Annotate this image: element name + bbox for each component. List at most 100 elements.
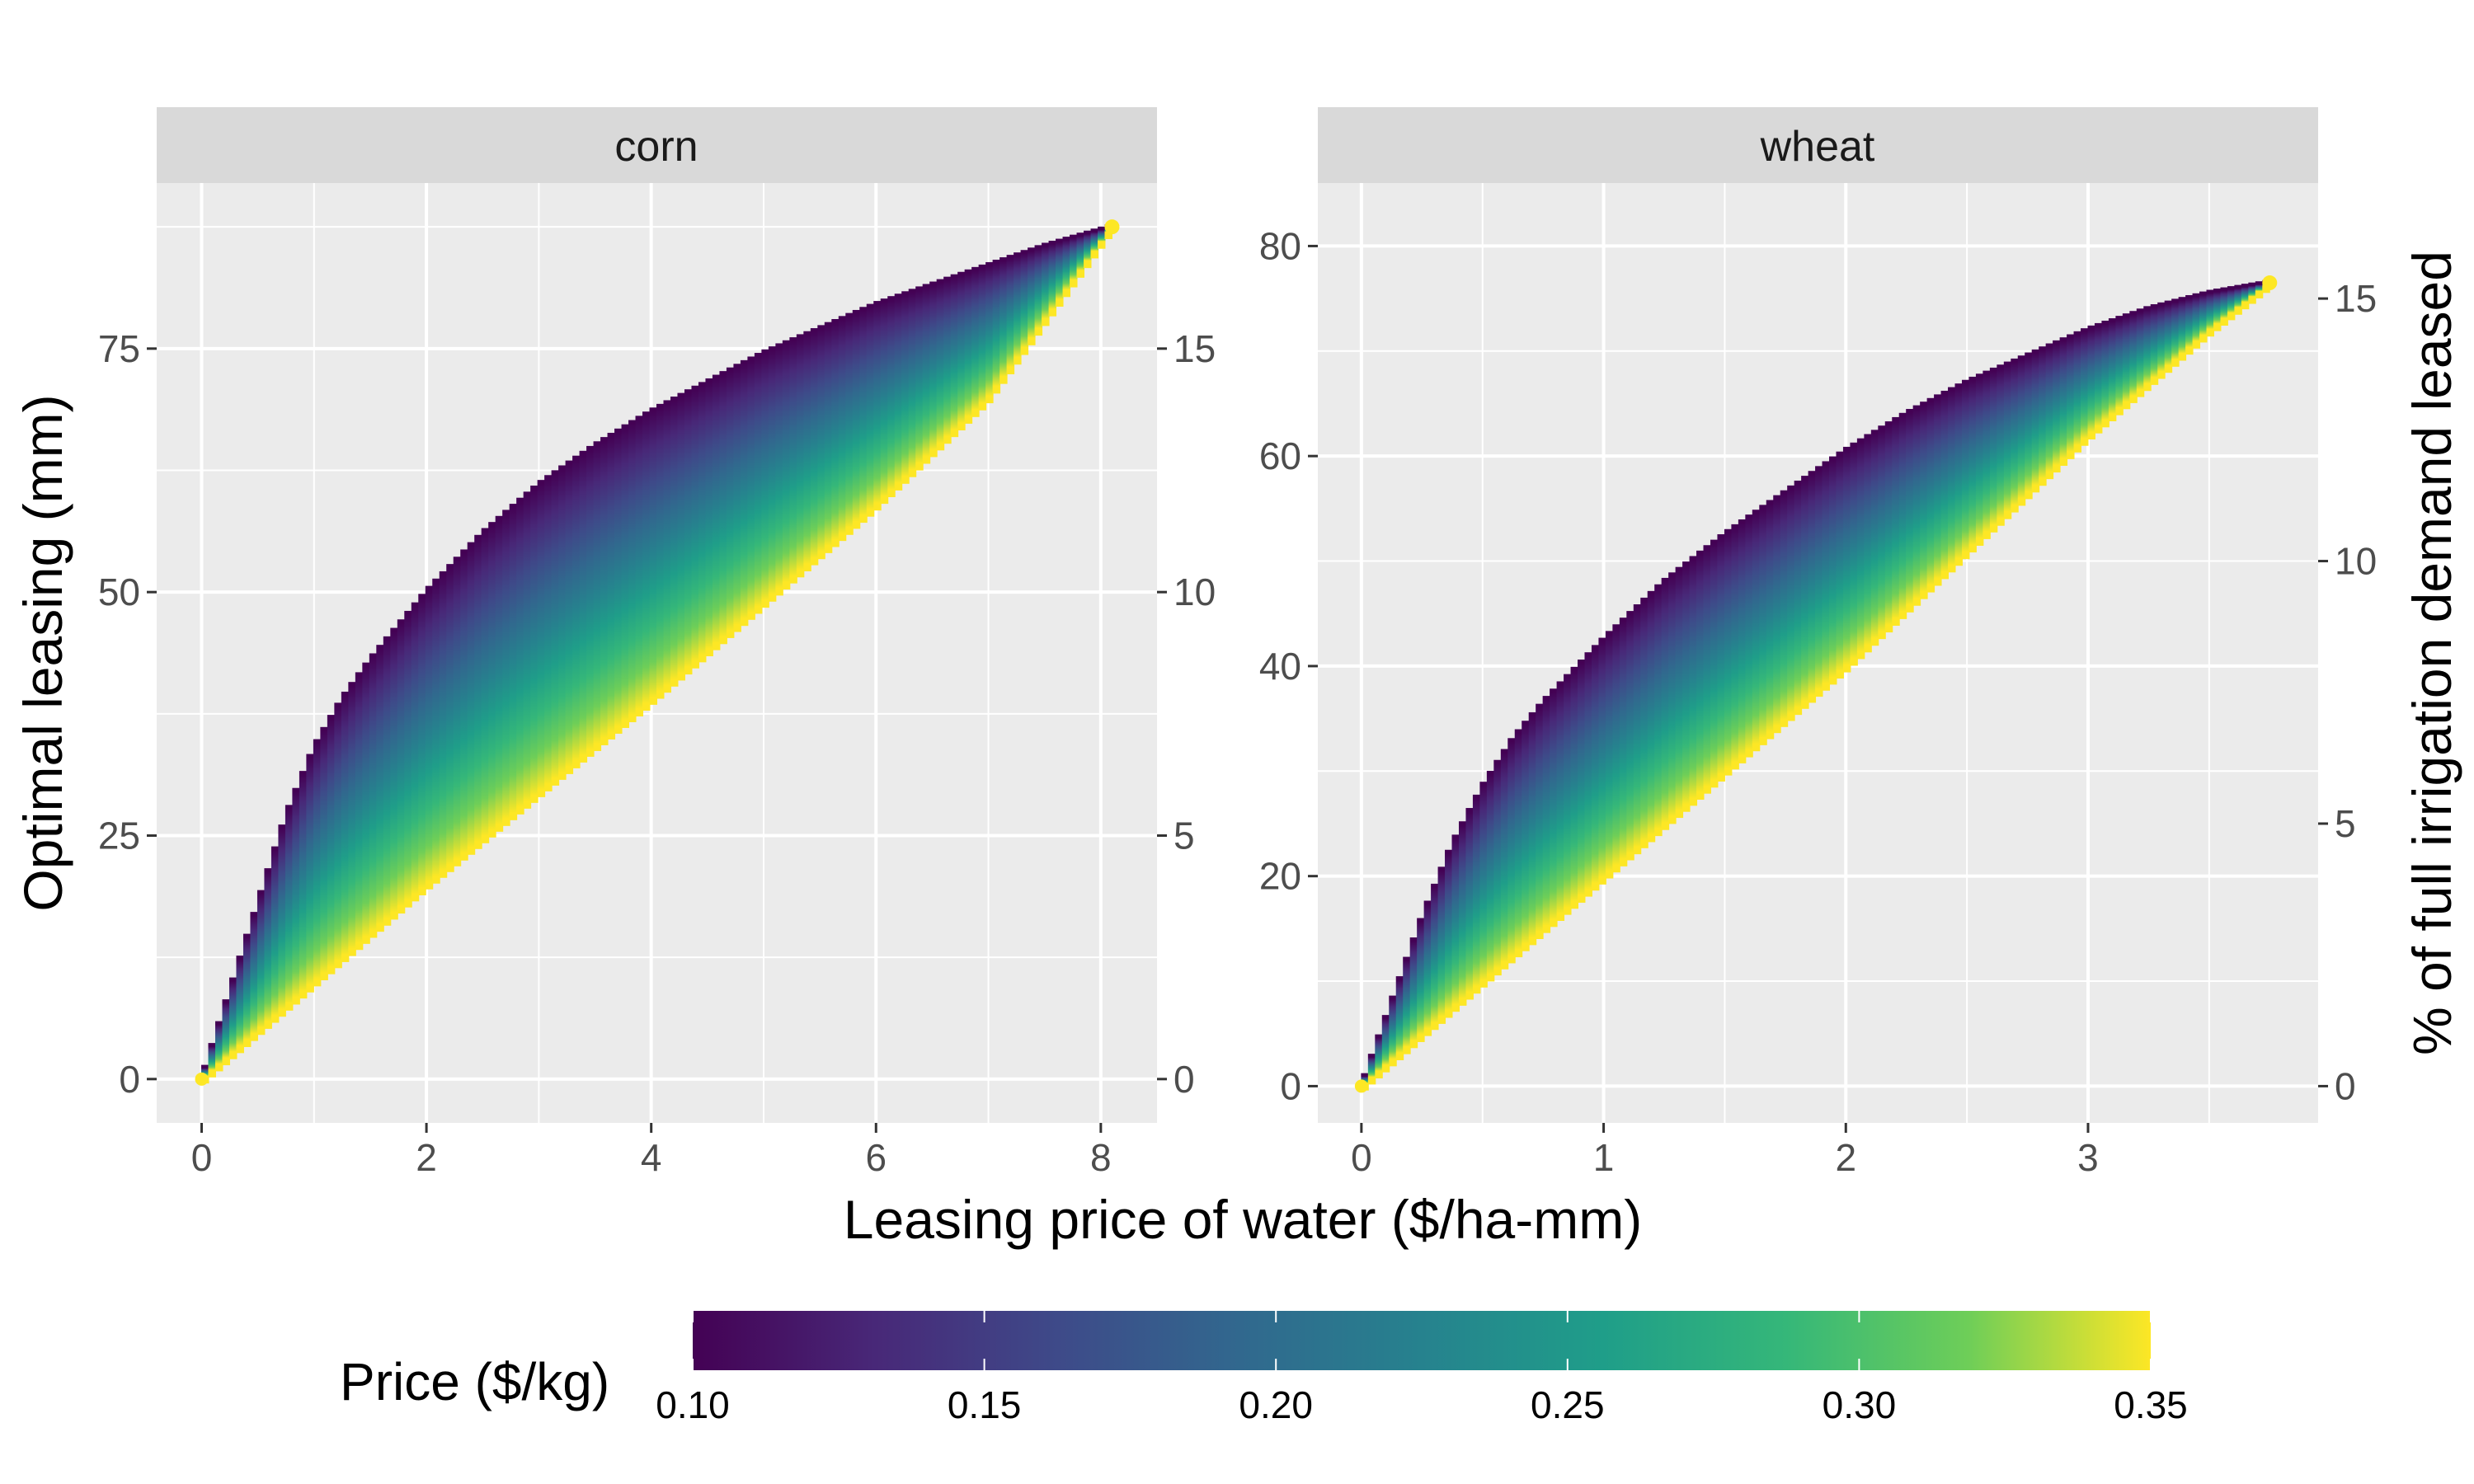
price-surface-strip: [1056, 238, 1064, 307]
price-surface-strip: [607, 432, 616, 740]
price-surface-strip: [2101, 320, 2109, 428]
y2-tick-label: 5: [1174, 815, 1195, 857]
price-surface-strip: [1076, 232, 1085, 278]
price-surface-strip: [754, 353, 763, 614]
price-surface-strip: [1954, 383, 1963, 566]
price-surface-strip: [516, 497, 524, 815]
price-surface-strip: [1626, 611, 1634, 861]
price-surface-strip: [775, 343, 783, 596]
price-surface-strip: [236, 956, 244, 1054]
price-surface-strip: [1682, 561, 1691, 812]
price-surface-strip: [1097, 226, 1106, 249]
price-surface-strip: [502, 510, 510, 826]
price-surface-strip: [565, 460, 574, 774]
y2-tick-label: 15: [2335, 277, 2377, 320]
price-surface-strip: [782, 340, 791, 590]
y-tick-label: 75: [98, 327, 140, 370]
price-surface-strip: [530, 485, 539, 803]
price-surface-strip: [544, 475, 553, 791]
price-surface-strip: [1090, 228, 1098, 259]
price-surface-strip: [2213, 289, 2222, 331]
y2-tick-label: 10: [2335, 540, 2377, 583]
price-surface-strip: [523, 491, 532, 809]
price-surface-strip: [1605, 631, 1614, 879]
price-surface-strip: [270, 846, 280, 1023]
price-surface-strip: [621, 424, 630, 728]
price-surface-strip: [2234, 284, 2242, 315]
x-axis-corn: 0 2 4 6 8: [191, 1123, 1112, 1179]
price-surface-strip: [320, 726, 328, 981]
price-surface-strip: [2053, 340, 2061, 473]
price-surface-strip: [453, 556, 462, 866]
price-surface-strip: [348, 682, 356, 956]
price-surface-strip: [1431, 883, 1439, 1031]
x-tick-label: 1: [1593, 1136, 1615, 1179]
price-surface-strip: [397, 619, 406, 914]
price-surface-strip: [1842, 446, 1851, 673]
price-surface-strip: [1884, 421, 1893, 633]
price-surface-strip: [2136, 308, 2145, 397]
price-surface-strip: [383, 636, 392, 926]
price-surface-strip: [1926, 397, 1935, 593]
price-surface-strip: [460, 549, 468, 861]
price-surface-strip: [1822, 461, 1831, 691]
x-tick-label: 0: [1351, 1136, 1372, 1179]
x-tick-label: 2: [1835, 1136, 1856, 1179]
y-axis-wheat: 0 20 40 60 80: [1259, 224, 1318, 1107]
price-surface-strip: [2122, 313, 2131, 410]
price-surface-strip: [208, 1043, 217, 1078]
price-surface-strip: [1696, 550, 1705, 801]
price-surface-strip: [1815, 466, 1823, 697]
price-surface-strip: [1759, 505, 1767, 745]
price-surface-strip: [2067, 334, 2075, 459]
price-surface-strip: [1898, 412, 1907, 619]
price-surface-strip: [292, 787, 300, 1005]
price-surface-strip: [2045, 343, 2054, 480]
price-surface-strip: [2178, 297, 2187, 361]
price-surface-strip: [901, 291, 910, 484]
price-surface-strip: [1654, 584, 1663, 837]
price-surface-strip: [376, 645, 384, 932]
price-surface-strip: [712, 374, 721, 650]
origin-point: [1354, 1079, 1368, 1093]
price-surface-strip: [1633, 604, 1642, 855]
strip-wheat: [1318, 107, 2318, 183]
price-surface-strip: [698, 382, 707, 663]
price-surface-strip: [2094, 322, 2103, 434]
legend-tick-label: 0.35: [2114, 1383, 2188, 1426]
legend-tick-label: 0.10: [656, 1383, 730, 1426]
price-surface-strip: [1375, 1034, 1383, 1079]
price-surface-strip: [250, 912, 258, 1041]
price-surface-strip: [1689, 556, 1698, 806]
price-surface-strip: [796, 334, 805, 578]
price-surface-strip: [285, 805, 294, 1011]
price-surface-strip: [1640, 597, 1649, 848]
price-surface-strip: [999, 257, 1008, 384]
legend-colorbar: [693, 1311, 2151, 1370]
strip-corn: [157, 107, 1157, 183]
price-surface-strip: [1752, 510, 1761, 752]
price-surface-strip: [509, 504, 518, 820]
price-surface-strip: [1801, 476, 1809, 709]
price-surface-strip: [817, 325, 825, 560]
price-surface-strip: [1451, 834, 1460, 1012]
price-surface-strip: [789, 337, 797, 584]
price-surface-strip: [1409, 937, 1418, 1049]
price-surface-strip: [572, 455, 581, 768]
price-surface-strip: [1084, 230, 1092, 269]
legend-tick-label: 0.15: [948, 1383, 1022, 1426]
price-surface-strip: [663, 400, 671, 693]
price-surface-strip: [404, 610, 412, 908]
price-surface-strip: [1710, 539, 1719, 788]
price-surface-strip: [1584, 652, 1592, 897]
y-tick-label: 60: [1259, 434, 1301, 477]
price-surface-strip: [1975, 373, 1984, 546]
price-surface-strip: [1780, 490, 1789, 727]
price-surface-strip: [810, 328, 819, 566]
price-surface-strip: [964, 269, 973, 424]
price-surface-strip: [1458, 821, 1467, 1006]
price-surface-strip: [2164, 300, 2173, 373]
y-tick-label: 50: [98, 571, 140, 613]
x-tick-label: 3: [2077, 1136, 2099, 1179]
